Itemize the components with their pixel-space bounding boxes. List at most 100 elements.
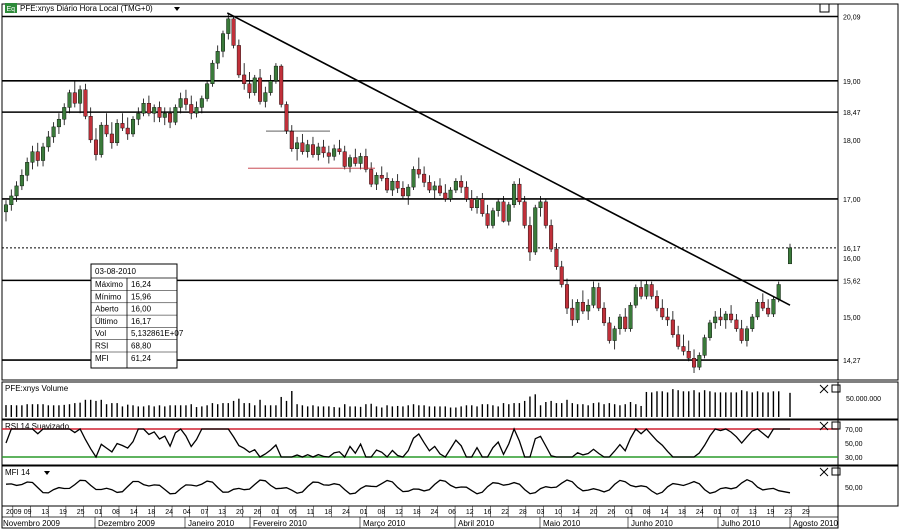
candle bbox=[284, 101, 289, 134]
x-tick-label: 01 bbox=[625, 509, 633, 516]
candle bbox=[580, 290, 585, 315]
candle bbox=[549, 219, 554, 253]
x-tick-label: 24 bbox=[696, 509, 704, 516]
candle bbox=[734, 314, 739, 332]
annotations bbox=[72, 12, 791, 306]
candle bbox=[639, 280, 644, 300]
x-month-label: Julho 2010 bbox=[721, 519, 761, 528]
candle bbox=[210, 60, 215, 87]
x-tick-label: 04 bbox=[183, 509, 191, 516]
candle bbox=[41, 142, 46, 167]
candle bbox=[744, 325, 749, 347]
x-month-label: Dezembro 2009 bbox=[98, 519, 155, 528]
candle bbox=[136, 107, 141, 126]
rsi-panel: RSI 14 Suavizado 70,00 50,00 30,00 bbox=[1, 419, 899, 466]
candle bbox=[205, 80, 210, 102]
x-tick-label: 12 bbox=[466, 509, 474, 516]
x-tick-label: 24 bbox=[165, 509, 173, 516]
candle bbox=[665, 308, 670, 326]
volume-panel: PFE:xnys Volume 50.000.000 bbox=[1, 381, 899, 420]
candle bbox=[62, 103, 67, 126]
x-tick-label: 05 bbox=[289, 509, 297, 516]
candle bbox=[342, 145, 347, 170]
candle bbox=[496, 198, 501, 217]
candle bbox=[120, 113, 125, 132]
candle bbox=[273, 63, 278, 84]
x-tick-label: 18 bbox=[678, 509, 686, 516]
candle bbox=[88, 107, 93, 143]
info-label: Mínimo bbox=[95, 292, 122, 301]
maximize-icon[interactable] bbox=[819, 3, 830, 13]
rsi-line bbox=[5, 427, 790, 459]
candle bbox=[427, 175, 432, 193]
price-axis-label: 17,00 bbox=[843, 197, 861, 204]
candle bbox=[771, 296, 776, 317]
candle bbox=[692, 349, 697, 374]
candle bbox=[369, 162, 374, 188]
x-month-label: Fevereiro 2010 bbox=[253, 519, 307, 528]
candle bbox=[348, 154, 353, 173]
x-tick-label: 13 bbox=[41, 509, 49, 516]
candle bbox=[146, 95, 151, 117]
candle bbox=[337, 139, 342, 155]
rsi-axis-label: 70,00 bbox=[845, 427, 863, 434]
candle bbox=[300, 133, 305, 155]
price-axis-label: 18,00 bbox=[843, 138, 861, 145]
x-tick-label: 18 bbox=[148, 509, 156, 516]
candle bbox=[633, 284, 638, 309]
candle bbox=[586, 299, 591, 320]
candle bbox=[183, 89, 188, 111]
x-tick-label: 13 bbox=[218, 509, 226, 516]
info-label: RSI bbox=[95, 342, 108, 351]
x-tick-label: 03 bbox=[537, 509, 545, 516]
candle bbox=[533, 204, 538, 255]
candle bbox=[374, 172, 379, 191]
x-tick-label: 01 bbox=[714, 509, 722, 516]
candle bbox=[602, 302, 607, 326]
candle bbox=[104, 113, 109, 137]
maximize-icon[interactable] bbox=[831, 384, 841, 393]
maximize-icon[interactable] bbox=[831, 421, 841, 430]
candle bbox=[3, 200, 8, 222]
candle bbox=[19, 169, 24, 191]
rsi-axis-label: 50,00 bbox=[845, 441, 863, 448]
x-tick-label: 29 bbox=[802, 509, 810, 516]
x-tick-label: 07 bbox=[731, 509, 739, 516]
candle bbox=[485, 204, 490, 229]
candle bbox=[390, 178, 395, 196]
x-tick-label: 01 bbox=[360, 509, 368, 516]
candle bbox=[305, 139, 310, 158]
candle bbox=[788, 243, 793, 265]
candle bbox=[236, 39, 241, 78]
x-tick-label: 08 bbox=[112, 509, 120, 516]
candle bbox=[760, 293, 765, 312]
maximize-icon[interactable] bbox=[831, 467, 841, 476]
info-label: Máximo bbox=[95, 280, 124, 289]
chevron-down-icon[interactable] bbox=[174, 7, 180, 11]
candle bbox=[194, 101, 199, 118]
candle bbox=[469, 190, 474, 211]
candle bbox=[623, 308, 628, 332]
x-tick-label: 22 bbox=[501, 509, 509, 516]
candle bbox=[591, 281, 596, 309]
rsi-title: RSI 14 Suavizado bbox=[5, 422, 70, 431]
equity-badge bbox=[5, 3, 17, 13]
x-tick-label: 06 bbox=[448, 509, 456, 516]
x-tick-label: 20 bbox=[590, 509, 598, 516]
info-date: 03-08-2010 bbox=[95, 267, 136, 276]
candle bbox=[379, 166, 384, 182]
x-tick-label: 16 bbox=[484, 509, 492, 516]
candle bbox=[686, 340, 691, 362]
price-panel: Eq PFE:xnys Diário Hora Local (TMG+0) 20… bbox=[1, 3, 899, 381]
candle bbox=[432, 181, 437, 199]
candle bbox=[596, 282, 601, 312]
chevron-down-icon[interactable] bbox=[44, 471, 50, 475]
x-month-label: Novembro 2009 bbox=[3, 519, 60, 528]
candle bbox=[30, 145, 35, 170]
x-tick-label: 14 bbox=[130, 509, 138, 516]
info-value: 5,132861E+07 bbox=[131, 329, 184, 338]
candle bbox=[247, 71, 252, 99]
candle bbox=[729, 305, 734, 323]
candle bbox=[162, 107, 167, 126]
